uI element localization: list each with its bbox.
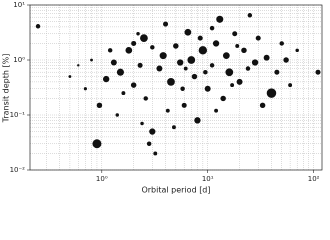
point	[187, 56, 196, 64]
point	[35, 24, 41, 29]
point	[222, 52, 230, 59]
chart: Orbital period [d] Transit depth [%] 10⁰…	[2, 1, 323, 195]
point	[116, 68, 124, 76]
point	[136, 32, 140, 36]
point	[110, 59, 117, 66]
point	[247, 13, 253, 18]
point	[295, 48, 299, 53]
point	[259, 102, 266, 109]
point	[90, 58, 93, 62]
y-tick-label: 10⁻²	[10, 166, 26, 174]
point	[125, 46, 133, 54]
y-tick-label: 10⁰	[13, 56, 25, 64]
point	[140, 121, 144, 126]
point	[216, 15, 224, 23]
point	[198, 46, 208, 55]
point	[214, 108, 219, 113]
point	[180, 86, 185, 91]
point	[204, 85, 211, 92]
x-tick-label: 10²	[308, 175, 320, 183]
y-axis-label: Transit depth [%]	[2, 54, 11, 124]
point	[165, 108, 170, 113]
point	[225, 68, 234, 77]
point	[181, 102, 187, 108]
point	[172, 125, 176, 130]
point	[184, 28, 192, 36]
point	[263, 54, 270, 61]
point	[163, 21, 169, 27]
point	[183, 66, 188, 71]
point	[220, 95, 226, 102]
point	[103, 75, 110, 83]
point	[283, 57, 289, 63]
point	[115, 113, 119, 117]
point	[279, 41, 284, 46]
point	[167, 78, 175, 86]
point	[255, 35, 261, 41]
point	[194, 117, 201, 124]
point	[173, 43, 179, 49]
point	[209, 63, 215, 68]
point	[236, 78, 243, 85]
point	[121, 91, 126, 96]
point	[153, 151, 158, 156]
point	[235, 44, 240, 48]
point	[68, 75, 72, 78]
point	[212, 40, 220, 47]
point	[241, 47, 247, 54]
x-tick-label: 10¹	[202, 175, 214, 183]
point	[177, 59, 184, 66]
x-tick-label: 10⁰	[96, 175, 108, 183]
point	[156, 65, 163, 72]
point	[288, 83, 293, 88]
point	[107, 48, 113, 53]
point	[143, 96, 148, 101]
x-axis-label: Orbital period [d]	[141, 186, 210, 195]
point	[77, 64, 80, 67]
point	[274, 69, 280, 75]
point	[146, 141, 152, 146]
point	[96, 102, 103, 109]
plot-frame	[29, 4, 323, 171]
point	[150, 45, 155, 50]
point	[130, 82, 137, 88]
point	[159, 52, 167, 60]
y-tick-label: 10⁻¹	[10, 111, 26, 119]
point	[197, 35, 203, 41]
point	[251, 59, 259, 66]
point	[140, 34, 148, 42]
point	[232, 31, 238, 37]
point	[203, 69, 208, 75]
point	[266, 88, 277, 98]
point	[92, 139, 102, 149]
point	[83, 87, 87, 91]
point	[137, 62, 143, 68]
point	[230, 83, 235, 88]
point	[209, 25, 215, 31]
point	[191, 73, 198, 80]
point	[245, 66, 251, 71]
point	[131, 40, 137, 46]
y-tick-label: 10¹	[13, 1, 25, 9]
point	[315, 69, 321, 75]
point	[149, 128, 156, 135]
